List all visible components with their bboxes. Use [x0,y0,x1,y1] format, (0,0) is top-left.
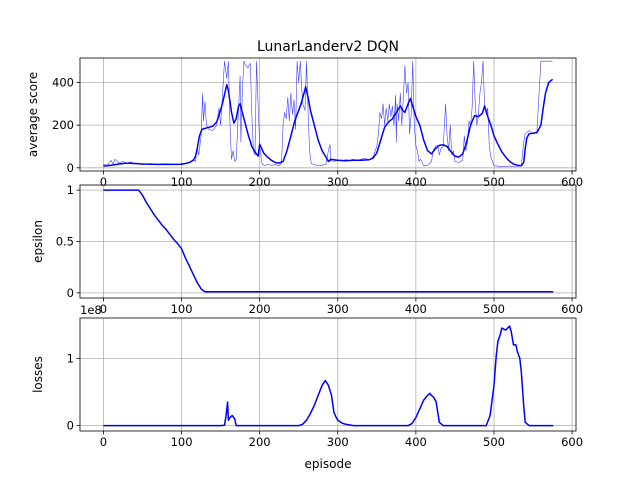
losses-y-tick-label: 1 [67,351,74,365]
epsilon-y-axis-label: epsilon [31,220,45,263]
epsilon-x-tick-label: 500 [483,302,505,316]
score-x-tick-label: 300 [327,175,349,189]
epsilon-x-tick-label: 300 [327,302,349,316]
losses-y-tick-label: 0 [67,419,74,433]
losses-offset-label: 1e8 [80,303,102,317]
losses-x-tick-label: 500 [483,435,505,449]
score-x-tick-label: 0 [100,175,107,189]
epsilon-thick-series-line [103,189,554,293]
score-thick-series-line [103,78,554,167]
score-subplot: 0 100 200 300 400 500 600 0 200 400 average score [26,57,583,189]
epsilon-x-tick-label: 0 [100,302,107,316]
score-x-tick-label: 600 [561,175,583,189]
score-y-axis-label: average score [26,72,40,157]
x-axis-label: episode [305,457,352,471]
score-y-tick-label: 0 [67,161,74,175]
losses-subplot: 0 100 200 300 400 500 600 0 1 losses 1e8 [31,303,583,449]
score-y-tick-label: 200 [52,118,74,132]
epsilon-x-tick-label: 400 [405,302,427,316]
score-x-tick-label: 400 [405,175,427,189]
losses-x-tick-label: 200 [249,435,271,449]
score-x-tick-label: 100 [171,175,193,189]
score-y-tick-label: 400 [52,76,74,90]
losses-x-tick-label: 0 [100,435,107,449]
epsilon-x-tick-label: 200 [249,302,271,316]
epsilon-y-tick-label: 1 [67,183,74,197]
losses-axes-frame [79,317,577,432]
score-x-tick-label: 500 [483,175,505,189]
losses-x-tick-label: 400 [405,435,427,449]
epsilon-x-tick-label: 600 [561,302,583,316]
losses-x-tick-label: 600 [561,435,583,449]
score-x-tick-label: 200 [249,175,271,189]
score-axes-frame [79,57,577,172]
losses-x-tick-label: 100 [171,435,193,449]
figure-title: LunarLanderv2 DQN [257,39,399,55]
epsilon-y-tick-label: 0 [67,286,74,300]
losses-thick-series-line [103,325,554,427]
losses-x-tick-label: 300 [327,435,349,449]
epsilon-x-tick-label: 100 [171,302,193,316]
losses-y-axis-label: losses [31,356,45,393]
epsilon-subplot: 0 100 200 300 400 500 600 0 0.5 1 epsilon [31,183,583,316]
epsilon-y-tick-label: 0.5 [56,235,74,249]
score-thin-series-line [103,60,553,167]
